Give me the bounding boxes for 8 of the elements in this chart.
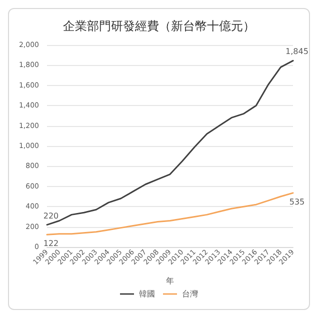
data-label: 535 xyxy=(289,197,305,206)
data-label: 122 xyxy=(43,239,59,248)
chart-title: 企業部門研發經費（新台幣十億元） xyxy=(63,19,255,33)
x-axis-title: 年 xyxy=(166,276,174,286)
legend-label: 台灣 xyxy=(182,290,198,298)
legend-label: 韓國 xyxy=(139,290,155,298)
data-label: 220 xyxy=(43,211,59,220)
data-label: 1,845 xyxy=(286,47,308,56)
